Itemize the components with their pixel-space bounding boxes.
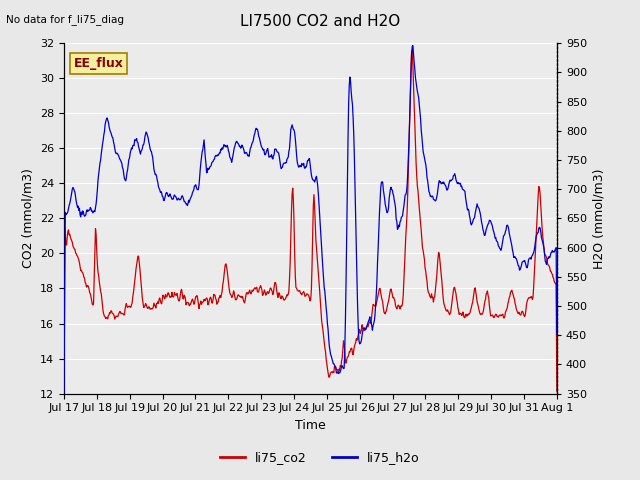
Legend: li75_co2, li75_h2o: li75_co2, li75_h2o [215,446,425,469]
X-axis label: Time: Time [295,419,326,432]
Text: No data for f_li75_diag: No data for f_li75_diag [6,14,124,25]
Y-axis label: H2O (mmol/m3): H2O (mmol/m3) [593,168,605,269]
Y-axis label: CO2 (mmol/m3): CO2 (mmol/m3) [22,168,35,268]
Text: EE_flux: EE_flux [74,57,124,70]
Text: LI7500 CO2 and H2O: LI7500 CO2 and H2O [240,14,400,29]
